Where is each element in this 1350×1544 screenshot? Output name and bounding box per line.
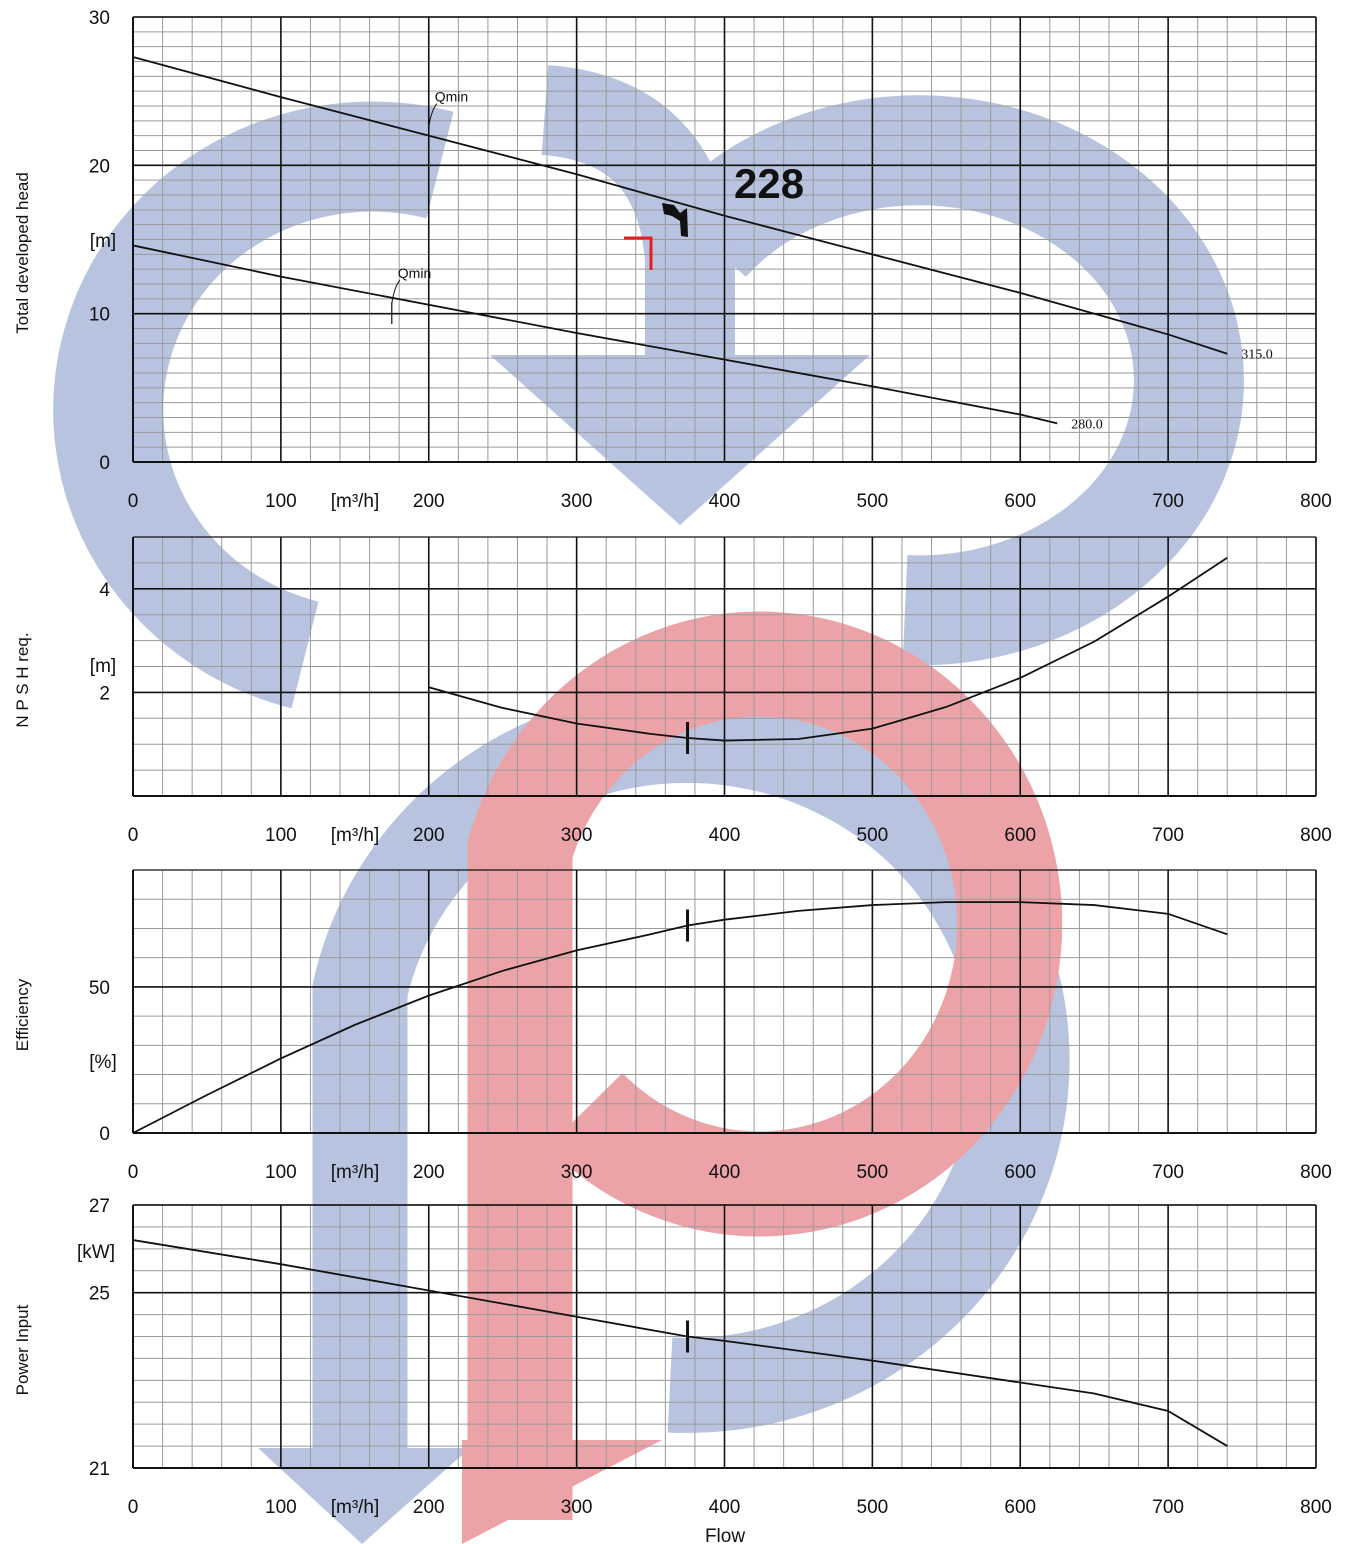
- x-tick-label: 500: [857, 1497, 889, 1518]
- x-tick-label: 400: [709, 491, 741, 512]
- x-unit-label: [m³/h]: [331, 1497, 380, 1518]
- x-tick-label: 200: [413, 825, 445, 846]
- chart-overlay: 228 Flow: [624, 160, 804, 1544]
- qmin-label: Qmin: [398, 265, 431, 281]
- chart-panel-2: 2 4 0 100 200 300 400 500 600 700 800 [m³/h] N P S H…: [13, 536, 1332, 846]
- y-tick-label: 25: [89, 1284, 110, 1305]
- watermark-bottom-arrow: [258, 1448, 470, 1544]
- y-axis-title: Total developed head: [13, 172, 32, 334]
- y-tick-label: 50: [89, 978, 110, 999]
- x-tick-label: 300: [561, 1497, 593, 1518]
- x-tick-label: 800: [1300, 825, 1332, 846]
- watermark-left-loop: [53, 101, 454, 709]
- x-tick-label: 400: [709, 1497, 741, 1518]
- watermark-red-arrow: [462, 1440, 662, 1544]
- y-axis-title: N P S H req.: [13, 632, 32, 727]
- x-tick-label: 300: [561, 491, 593, 512]
- y-unit-label: [kW]: [77, 1242, 115, 1263]
- y-tick-label: 21: [89, 1459, 110, 1480]
- y-axis-title: Power Input: [13, 1304, 32, 1395]
- watermark-logo: [53, 65, 1244, 1544]
- x-unit-label: [m³/h]: [331, 491, 380, 512]
- watermark-center-stem: [540, 65, 735, 355]
- selected-point-marker-icon: [662, 203, 688, 237]
- x-tick-label: 700: [1152, 1162, 1184, 1183]
- x-tick-label: 100: [265, 1162, 297, 1183]
- y-tick-label: 30: [89, 8, 110, 29]
- x-tick-label: 800: [1300, 1497, 1332, 1518]
- x-tick-label: 500: [857, 1162, 889, 1183]
- x-tick-label: 600: [1004, 491, 1036, 512]
- qmin-leader: [391, 279, 401, 305]
- y-tick-label: 20: [89, 156, 110, 177]
- x-tick-label: 0: [128, 1162, 139, 1183]
- x-tick-label: 0: [128, 825, 139, 846]
- x-tick-label: 800: [1300, 1162, 1332, 1183]
- x-tick-label: 100: [265, 1497, 297, 1518]
- qmin-leader: [428, 103, 438, 128]
- y-unit-label: [m]: [90, 231, 116, 252]
- watermark-red-p: [467, 611, 1063, 1520]
- x-tick-label: 600: [1004, 1497, 1036, 1518]
- y-tick-label: 2: [99, 683, 110, 704]
- series-line-1: [132, 1239, 1228, 1447]
- watermark-top-arrow: [490, 355, 870, 525]
- x-tick-label: 500: [857, 491, 889, 512]
- x-unit-label: [m³/h]: [331, 825, 380, 846]
- x-tick-label: 100: [265, 825, 297, 846]
- red-corner-mark-icon: [624, 236, 653, 270]
- y-tick-label: 4: [99, 580, 110, 601]
- chart-annotation-228: 228: [734, 160, 804, 207]
- y-axis-title: Efficiency: [13, 978, 32, 1051]
- flow-axis-title: Flow: [705, 1526, 745, 1544]
- x-unit-label: [m³/h]: [331, 1162, 380, 1183]
- y-tick-label: 27: [89, 1196, 110, 1217]
- x-tick-label: 400: [709, 825, 741, 846]
- x-tick-label: 500: [857, 825, 889, 846]
- x-tick-label: 200: [413, 491, 445, 512]
- x-tick-label: 700: [1152, 491, 1184, 512]
- x-tick-label: 300: [561, 1162, 593, 1183]
- x-tick-label: 800: [1300, 491, 1332, 512]
- x-tick-label: 200: [413, 1497, 445, 1518]
- chart-panel-4: 21 25 27 0 100 200 300 400 500 600 700 800 [m³/h] Pow…: [13, 1196, 1332, 1518]
- x-tick-label: 200: [413, 1162, 445, 1183]
- x-tick-label: 100: [265, 491, 297, 512]
- y-tick-label: 10: [89, 305, 110, 326]
- y-tick-label: 0: [99, 1124, 110, 1145]
- x-tick-label: 0: [128, 1497, 139, 1518]
- y-tick-label: 0: [99, 453, 110, 474]
- x-tick-label: 700: [1152, 825, 1184, 846]
- qmin-label: Qmin: [435, 89, 468, 105]
- series-label: 280.0: [1071, 417, 1103, 432]
- x-tick-label: 0: [128, 491, 139, 512]
- x-tick-label: 400: [709, 1162, 741, 1183]
- x-tick-label: 700: [1152, 1497, 1184, 1518]
- series-line-1: [132, 56, 1228, 355]
- series-label: 315.0: [1241, 348, 1273, 363]
- series-line-1: [428, 556, 1228, 742]
- y-unit-label: [%]: [89, 1052, 116, 1073]
- x-tick-label: 600: [1004, 825, 1036, 846]
- x-tick-label: 300: [561, 825, 593, 846]
- series-line-2: [132, 244, 1058, 425]
- y-unit-label: [m]: [90, 656, 116, 677]
- x-tick-label: 600: [1004, 1162, 1036, 1183]
